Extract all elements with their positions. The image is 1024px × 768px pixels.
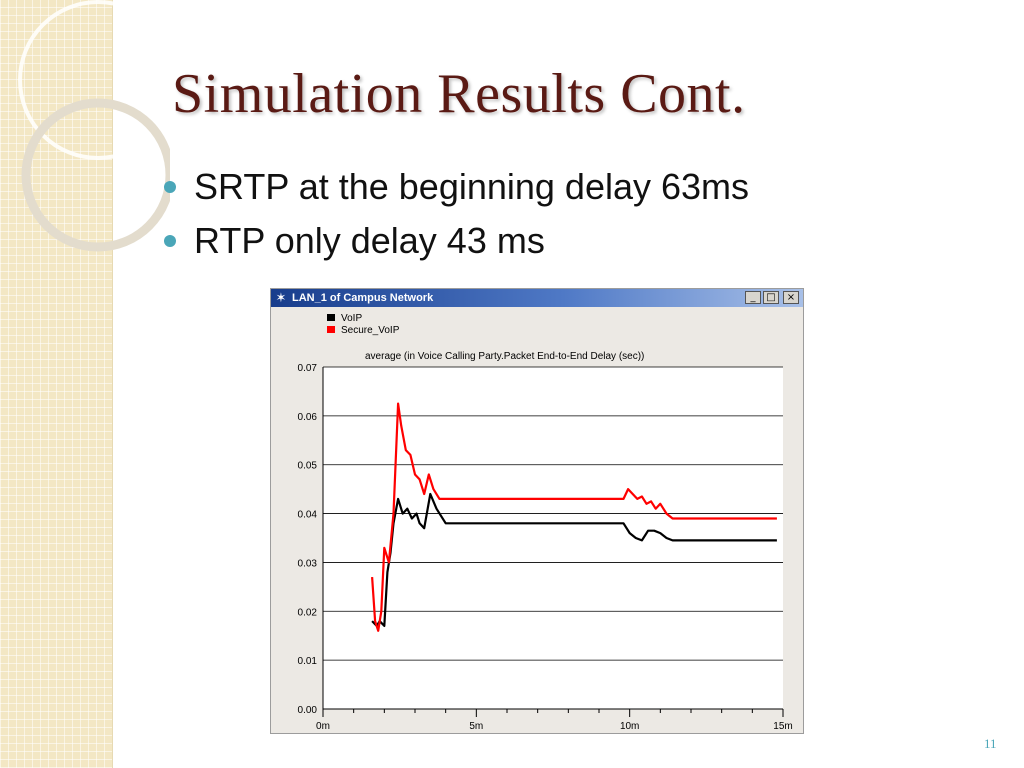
decorative-side-strip: [0, 0, 113, 768]
x-tick-label: 5m: [469, 721, 483, 732]
y-tick-label: 0.06: [298, 412, 318, 423]
window-title: LAN_1 of Campus Network: [292, 292, 434, 304]
x-tick-label: 10m: [620, 721, 639, 732]
bullet-list: SRTP at the beginning delay 63ms RTP onl…: [160, 160, 749, 268]
bullet-dot-icon: [164, 181, 176, 193]
series-line-secure-voip: [371, 402, 777, 632]
simulation-window: ✶ LAN_1 of Campus Network _ □ × VoIP Secu…: [270, 288, 804, 734]
y-tick-label: 0.07: [298, 363, 318, 374]
x-tick-label: 15m: [773, 721, 792, 732]
chart-title: average (in Voice Calling Party.Packet E…: [365, 351, 644, 362]
legend-label: VoIP: [341, 313, 362, 324]
x-axis: 0m 5m 10m 15m: [316, 708, 793, 732]
chart-grid: [323, 366, 783, 661]
bullet-dot-icon: [164, 235, 176, 247]
maximize-button[interactable]: □: [763, 291, 779, 304]
minimize-button[interactable]: _: [745, 291, 761, 304]
bullet-item: RTP only delay 43 ms: [160, 214, 749, 268]
bullet-item: SRTP at the beginning delay 63ms: [160, 160, 749, 214]
star-icon: ✶: [275, 290, 287, 305]
y-tick-label: 0.01: [298, 656, 318, 667]
close-button[interactable]: ×: [783, 291, 799, 304]
legend-swatch: [327, 326, 335, 333]
legend-swatch: [327, 314, 335, 321]
window-titlebar[interactable]: ✶ LAN_1 of Campus Network _ □ ×: [271, 289, 803, 307]
y-tick-label: 0.05: [298, 461, 318, 472]
legend-label: Secure_VoIP: [341, 325, 400, 336]
decorative-circle: [18, 0, 170, 160]
y-tick-label: 0.02: [298, 607, 318, 618]
y-tick-label: 0.03: [298, 558, 318, 569]
page-number: 11: [984, 736, 997, 751]
y-axis: 0.00 0.01 0.02 0.03 0.04 0.05 0.06 0.07: [298, 363, 324, 716]
y-tick-label: 0.00: [298, 705, 318, 716]
chart-series: [371, 402, 777, 632]
slide-title: Simulation Results Cont.: [172, 63, 746, 125]
y-tick-label: 0.04: [298, 510, 318, 521]
decorative-circles: [18, 0, 170, 252]
bullet-text: RTP only delay 43 ms: [194, 220, 545, 261]
bullet-text: SRTP at the beginning delay 63ms: [194, 166, 750, 207]
plot-area: [323, 367, 783, 709]
x-tick-label: 0m: [316, 721, 330, 732]
decorative-circle: [21, 98, 170, 252]
